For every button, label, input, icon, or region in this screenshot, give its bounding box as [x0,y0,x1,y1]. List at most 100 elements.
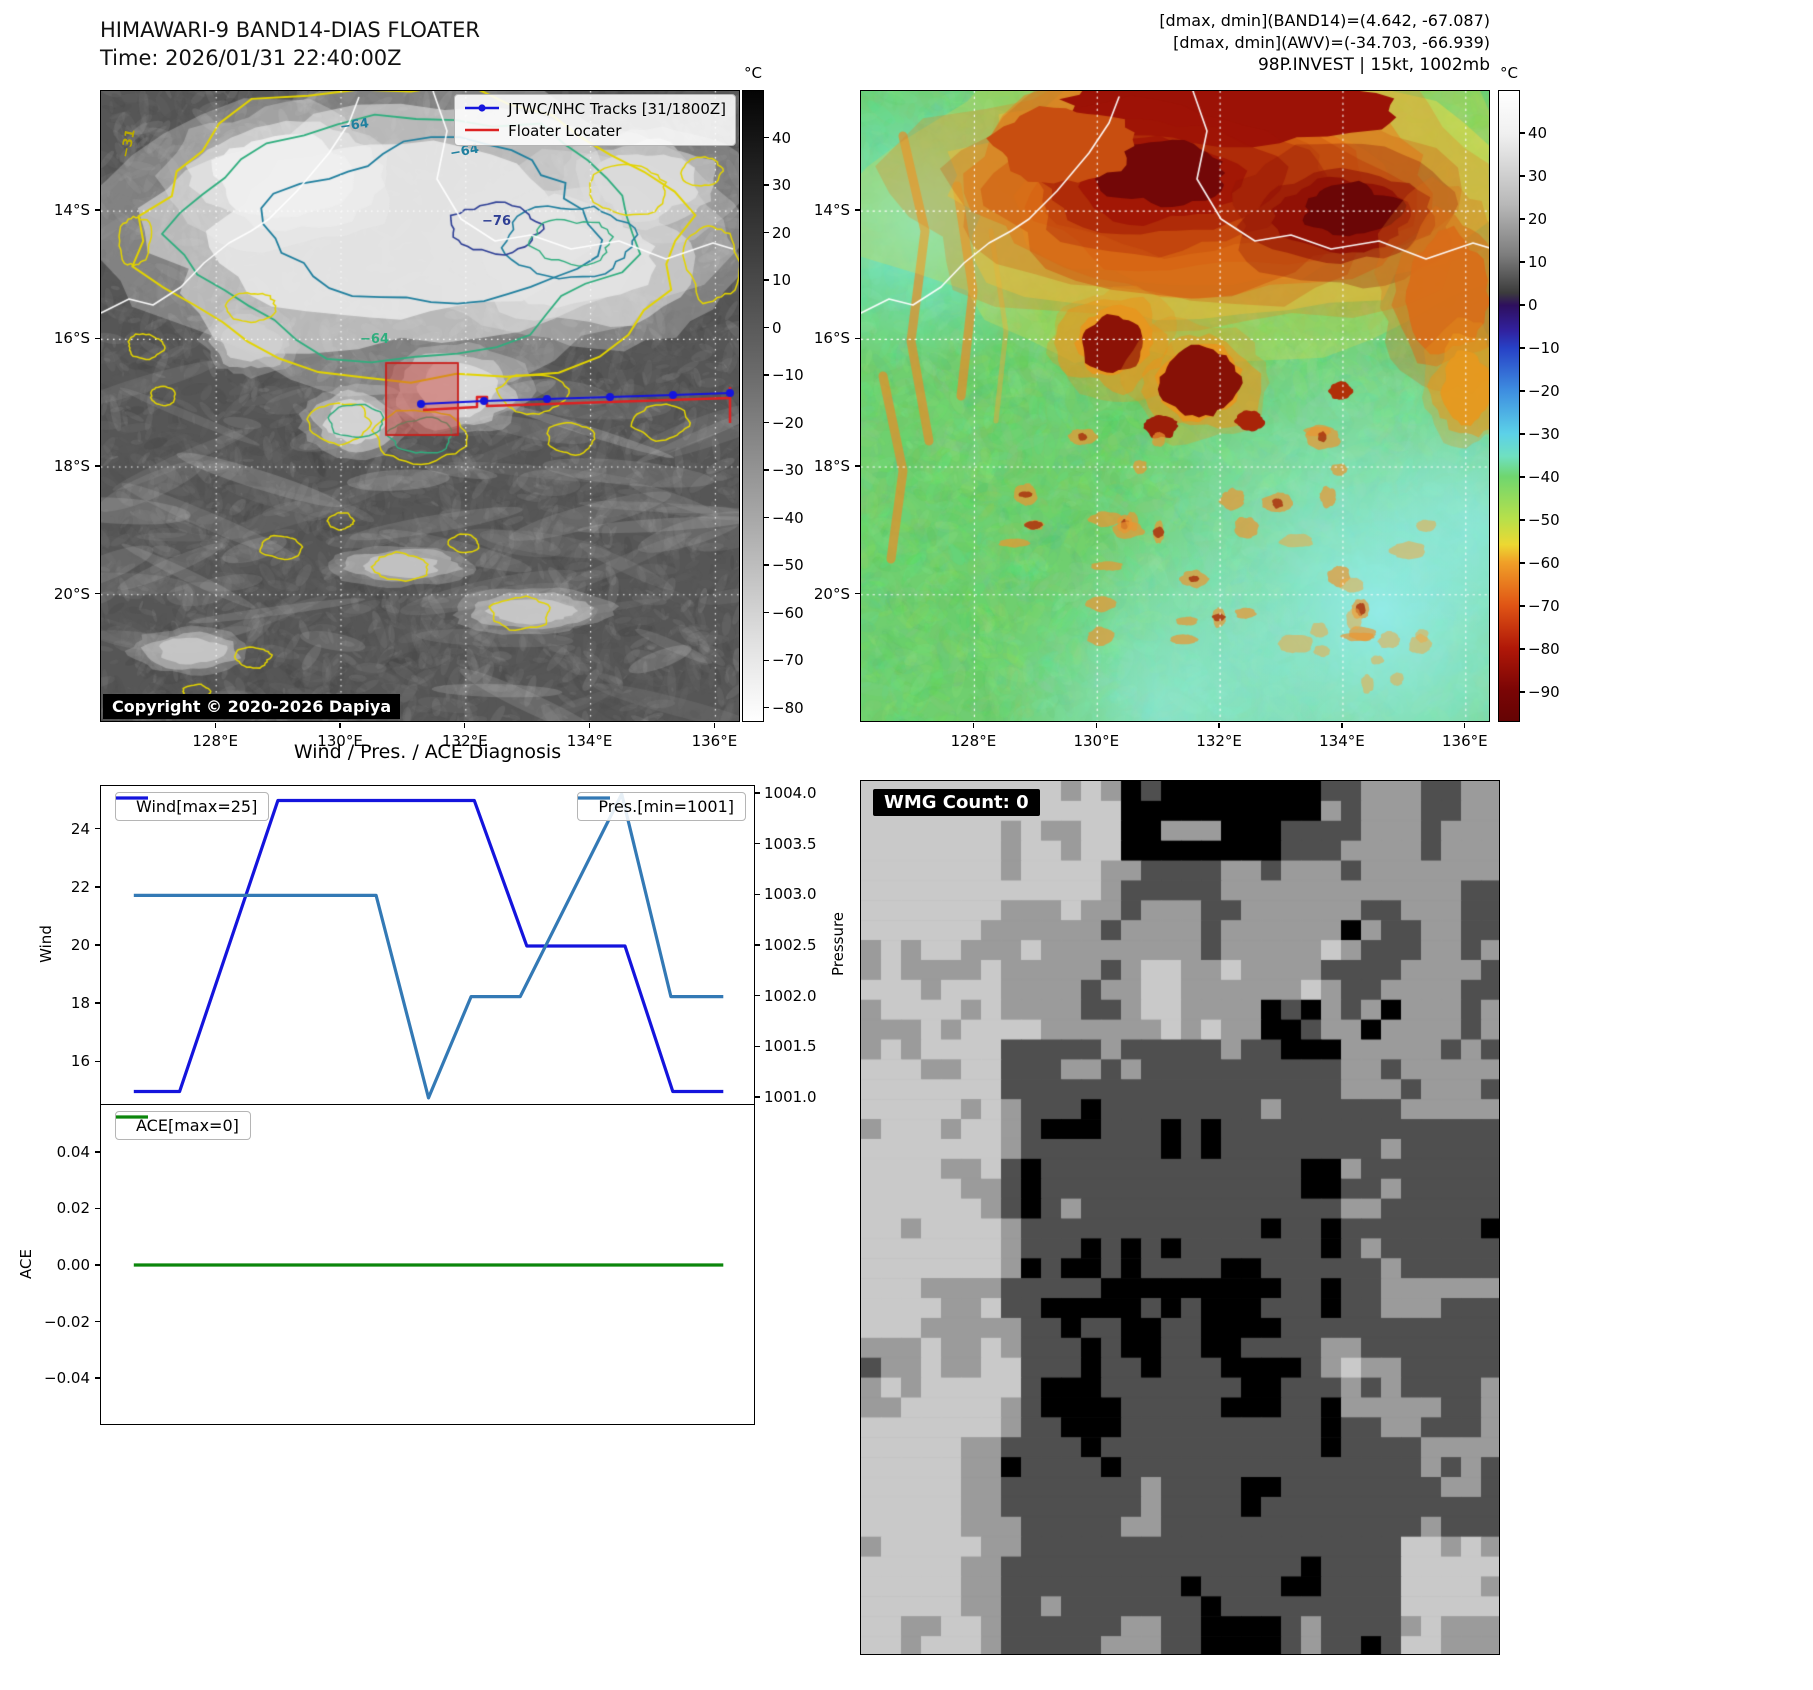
awv-colorbar-tick-label: −60 [1528,553,1560,572]
pressure-axis-tick [755,893,760,896]
awv-colorbar-tick [1520,304,1525,306]
pressure-axis-tick-label: 1002.5 [764,936,817,954]
awv-map-panel [860,90,1490,722]
band14-satellite-image [101,91,739,721]
band14-lon-label: 128°E [192,732,238,750]
band14-colorbar-tick [764,374,769,376]
awv-header-invest: 98P.INVEST | 15kt, 1002mb [1257,55,1490,75]
wind-axis-tick [95,944,100,946]
band14-lat-label: 20°S [53,584,90,603]
awv-header-block: [dmax, dmin](BAND14)=(4.642, -67.087) [d… [980,10,1490,76]
wmg-image [861,781,1499,1654]
contour-label: −76 [482,214,511,229]
wind-axis-tick-label: 16 [70,1052,90,1071]
awv-enhanced-image [861,91,1489,721]
band14-lon-tick [214,723,216,728]
wind-axis-tick-label: 20 [70,936,90,954]
band14-colorbar-tick [764,136,769,139]
band14-colorbar-tick-label: −70 [772,651,804,670]
wind-axis-tick [95,1060,100,1063]
wmg-count-badge: WMG Count: 0 [873,789,1040,816]
wind-axis-tick-label: 24 [70,819,90,838]
wind-axis-tick-label: 22 [70,877,90,896]
band14-colorbar-tick [764,469,769,471]
awv-colorbar-tick-label: −10 [1528,338,1560,357]
pressure-legend-label: Pres.[min=1001] [598,797,734,816]
awv-lon-label: 128°E [950,732,997,750]
awv-colorbar-tick [1520,691,1525,693]
pressure-axis-tick-label: 1004.0 [764,784,817,803]
awv-colorbar-tick-label: 0 [1528,295,1538,314]
awv-lat-tick [855,465,860,467]
pressure-axis-tick [755,843,760,845]
awv-colorbar-tick-label: −90 [1528,682,1560,701]
awv-colorbar-tick-label: 40 [1528,123,1548,142]
band14-colorbar-tick-label: −60 [772,603,804,622]
awv-colorbar-tick [1520,390,1525,392]
band14-lat-tick [95,337,100,340]
band14-lon-label: 130°E [317,732,363,750]
band14-colorbar-tick [764,326,769,329]
awv-colorbar-tick-label: 10 [1528,252,1548,271]
wind-pressure-chart: Wind[max=25] Pres.[min=1001] [100,785,755,1105]
band14-lat-tick [95,465,100,467]
awv-colorbar-tick [1520,347,1525,349]
awv-lat-tick [855,337,860,340]
band14-colorbar-tick-label: −40 [772,508,804,527]
awv-colorbar-tick [1520,132,1525,134]
awv-colorbar-tick-label: 30 [1528,166,1548,185]
pressure-axis-tick-label: 1003.5 [764,834,817,853]
ace-axis-tick-label: 0.02 [56,1199,90,1218]
band14-colorbar-tick [764,564,769,566]
wind-axis-tick [95,827,100,830]
pressure-axis-tick-label: 1002.0 [764,986,817,1005]
pressure-axis-tick [755,944,760,946]
ace-axis-tick-label: 0.04 [56,1142,90,1161]
band14-lon-label: 132°E [441,732,488,750]
awv-colorbar-tick-label: 20 [1528,209,1548,228]
band14-colorbar-tick-label: 10 [772,271,792,290]
awv-colorbar-unit: °C [1500,64,1518,82]
awv-colorbar-gradient [1499,91,1519,721]
pressure-data-line [133,792,724,1100]
ace-axis-tick [95,1320,100,1323]
track-legend-label: JTWC/NHC Tracks [31/1800Z] [508,100,726,118]
awv-lon-tick [1218,723,1220,728]
awv-colorbar-tick [1520,433,1525,435]
band14-colorbar-tick [764,659,769,661]
awv-lon-tick [1341,723,1343,728]
awv-colorbar-tick [1520,605,1525,607]
pressure-axis-tick-label: 1001.5 [764,1037,817,1056]
awv-lat-label: 16°S [813,329,850,348]
band14-colorbar-tick [764,516,769,519]
awv-colorbar-tick [1520,175,1525,177]
awv-colorbar-tick [1520,218,1525,220]
pressure-axis-tick [755,1045,760,1047]
band14-map-panel: JTWC/NHC Tracks [31/1800Z] Floater Locat… [100,90,740,722]
ace-axis-tick [95,1207,100,1210]
awv-colorbar-tick [1520,476,1525,478]
awv-lon-tick [1095,723,1097,728]
band14-colorbar-tick [764,231,769,234]
ace-axis-tick-label: 0.00 [56,1256,90,1274]
wind-legend: Wind[max=25] [115,792,270,821]
awv-lat-tick [855,593,860,595]
awv-lat-label: 18°S [813,457,850,476]
band14-lat-label: 14°S [53,201,90,220]
band14-lon-tick [464,723,466,728]
floater-legend-label: Floater Locater [508,122,622,140]
awv-lon-tick [972,723,975,728]
awv-lon-label: 132°E [1196,732,1242,750]
pressure-axis-label: Pressure [829,911,847,977]
band14-map-legend: JTWC/NHC Tracks [31/1800Z] Floater Locat… [454,94,736,146]
awv-colorbar-tick-label: −30 [1528,424,1560,443]
band14-colorbar-tick [764,612,769,614]
awv-colorbar-tick-label: −40 [1528,467,1560,486]
ace-axis-tick [95,1377,100,1379]
band14-colorbar-tick-label: 0 [772,318,782,337]
band14-colorbar-tick-label: 30 [772,176,792,195]
awv-lon-label: 130°E [1073,732,1120,750]
awv-colorbar-tick [1520,648,1525,650]
band14-lon-tick [713,723,716,728]
awv-lat-tick [855,209,860,211]
